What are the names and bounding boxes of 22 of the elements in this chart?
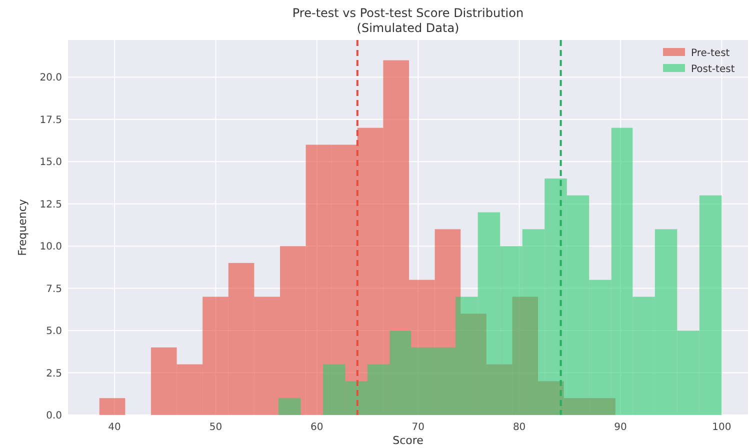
x-tick-label: 40 [108,422,121,433]
y-tick-label: 2.5 [46,368,62,380]
chart-title: Pre-test vs Post-test Score Distribution [292,6,524,20]
y-tick-label: 12.5 [40,199,62,210]
legend-label: Post-test [691,64,735,75]
y-tick-label: 5.0 [46,326,62,338]
chart-subtitle: (Simulated Data) [356,21,460,35]
y-tick-label: 17.5 [40,114,62,126]
y-tick-label: 7.5 [46,284,62,295]
y-tick-label: 15.0 [40,157,62,168]
x-tick-label: 100 [712,422,732,433]
y-tick-label: 10.0 [40,242,62,253]
x-tick-label: 70 [412,422,424,433]
x-tick-label: 80 [512,422,526,433]
x-tick-label: 50 [209,422,222,433]
x-tick-label: 90 [614,422,627,433]
y-tick-label: 0.0 [46,410,62,422]
y-tick-label: 20.0 [40,72,62,84]
y-axis-title: Frequency [16,198,29,256]
x-tick-label: 60 [310,422,324,433]
legend-label: Pre-test [691,48,730,59]
x-axis-title: Score [392,434,424,447]
